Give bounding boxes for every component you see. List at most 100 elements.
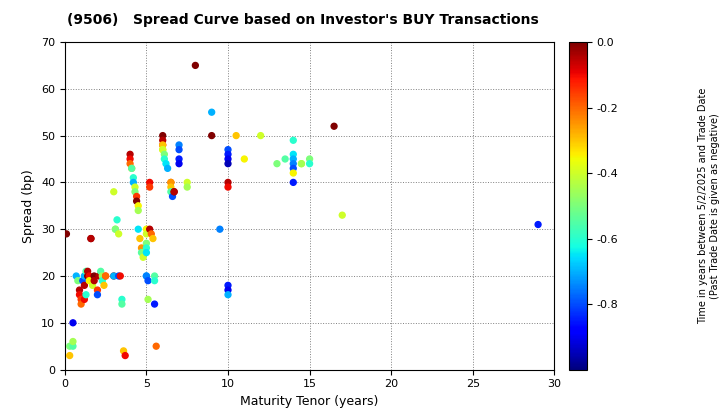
Point	[84, 277, 95, 284]
Point	[131, 193, 143, 200]
Point	[165, 189, 176, 195]
Point	[222, 179, 234, 186]
Point	[181, 179, 193, 186]
Point	[157, 146, 168, 153]
Point	[140, 273, 152, 279]
Point	[222, 146, 234, 153]
Point	[138, 249, 149, 256]
Point	[296, 160, 307, 167]
Point	[78, 282, 90, 289]
Point	[113, 273, 125, 279]
Point	[174, 160, 185, 167]
Point	[149, 277, 161, 284]
Point	[181, 184, 193, 190]
Point	[108, 273, 120, 279]
Point	[161, 160, 172, 167]
Point	[80, 291, 91, 298]
Point	[126, 165, 138, 172]
Point	[125, 151, 136, 158]
Point	[279, 156, 291, 163]
Point	[89, 273, 100, 279]
Point	[94, 273, 105, 279]
Point	[73, 291, 85, 298]
Point	[89, 277, 100, 284]
Point	[85, 235, 96, 242]
Point	[116, 296, 127, 303]
Point	[206, 132, 217, 139]
Point	[108, 189, 120, 195]
Point	[157, 132, 168, 139]
Point	[174, 146, 185, 153]
Point	[145, 231, 157, 237]
Point	[162, 165, 174, 172]
Point	[287, 179, 299, 186]
Point	[158, 151, 170, 158]
Point	[222, 160, 234, 167]
Point	[144, 179, 156, 186]
Point	[222, 151, 234, 158]
Point	[72, 277, 84, 284]
Point	[76, 296, 87, 303]
Point	[222, 287, 234, 294]
Point	[238, 156, 250, 163]
Point	[174, 142, 185, 148]
Point	[255, 132, 266, 139]
Point	[136, 244, 148, 251]
Point	[113, 231, 125, 237]
Point	[144, 226, 156, 233]
Point	[149, 273, 161, 279]
Point	[82, 273, 94, 279]
Point	[287, 156, 299, 163]
Point	[82, 268, 94, 275]
Point	[304, 160, 315, 167]
Point	[532, 221, 544, 228]
Point	[167, 193, 179, 200]
Point	[112, 216, 123, 223]
Point	[140, 231, 152, 237]
Point	[271, 160, 283, 167]
Point	[71, 273, 82, 279]
Point	[144, 184, 156, 190]
Point	[134, 235, 145, 242]
Point	[114, 273, 126, 279]
Point	[84, 273, 95, 279]
Point	[100, 273, 112, 279]
Point	[100, 273, 112, 279]
Point	[98, 282, 109, 289]
Point	[222, 291, 234, 298]
Point	[287, 137, 299, 144]
Point	[67, 343, 78, 349]
Point	[140, 226, 152, 233]
Point	[67, 320, 78, 326]
Point	[91, 291, 103, 298]
Point	[140, 244, 152, 251]
Point	[140, 240, 152, 247]
Point	[222, 184, 234, 190]
Point	[109, 226, 121, 233]
Point	[165, 179, 176, 186]
Point	[132, 207, 144, 214]
Point	[78, 296, 90, 303]
Point	[287, 170, 299, 176]
Point	[131, 198, 143, 205]
Point	[76, 301, 87, 307]
Point	[147, 235, 158, 242]
Point	[157, 146, 168, 153]
Point	[129, 189, 140, 195]
Point	[125, 156, 136, 163]
Point	[206, 109, 217, 116]
Point	[149, 301, 161, 307]
Point	[78, 273, 90, 279]
Y-axis label: Spread (bp): Spread (bp)	[22, 169, 35, 243]
X-axis label: Maturity Tenor (years): Maturity Tenor (years)	[240, 395, 379, 408]
Point	[132, 226, 144, 233]
Point	[67, 338, 78, 345]
Point	[222, 156, 234, 163]
Point	[222, 282, 234, 289]
Point	[136, 249, 148, 256]
Point	[168, 189, 180, 195]
Point	[140, 249, 152, 256]
Point	[85, 235, 96, 242]
Point	[150, 343, 162, 349]
Point	[129, 184, 140, 190]
